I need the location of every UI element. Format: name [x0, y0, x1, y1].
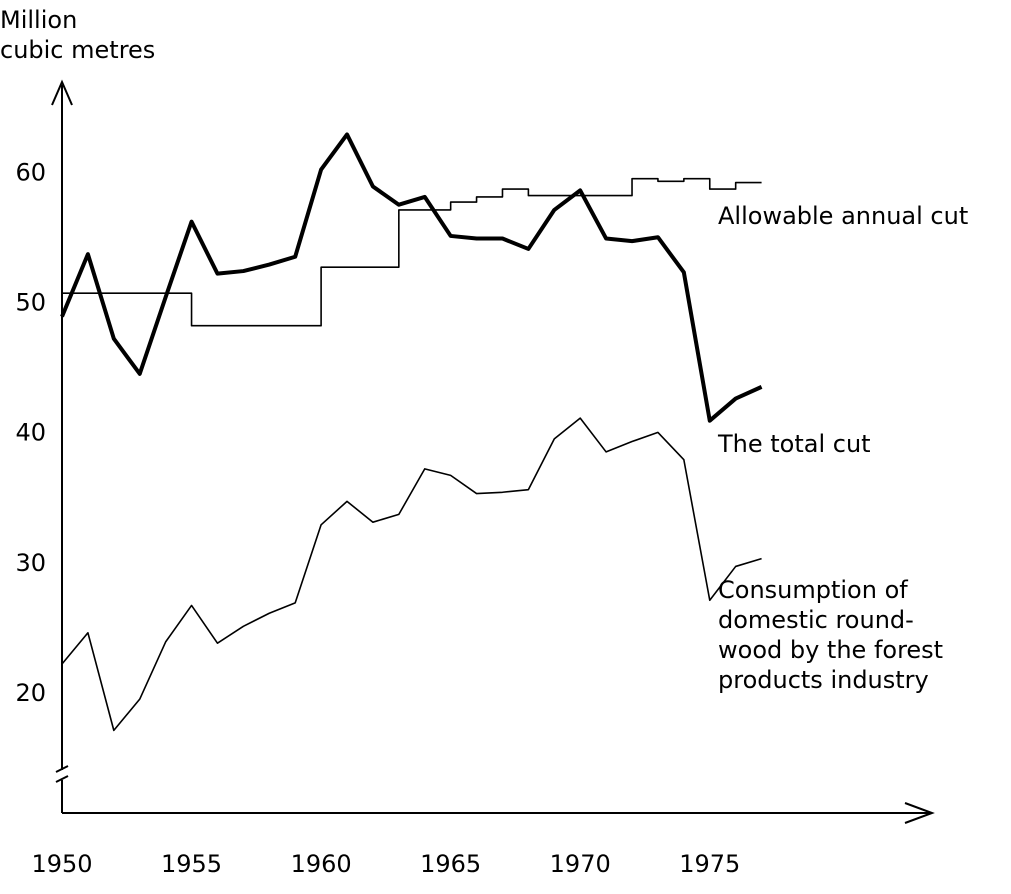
axis-break — [55, 765, 69, 773]
x-tick-label: 1975 — [679, 850, 740, 878]
series-label: products industry — [718, 666, 929, 694]
y-axis-arrow — [51, 79, 73, 106]
series-line — [61, 417, 762, 732]
series-label: Allowable annual cut — [718, 202, 968, 230]
x-tick-label: 1960 — [291, 850, 352, 878]
series-label: wood by the forest — [718, 636, 943, 664]
series-line — [62, 177, 762, 327]
series-label: Consumption of — [718, 576, 908, 604]
y-axis-label: Million — [0, 6, 77, 34]
y-tick-label: 40 — [15, 419, 46, 447]
x-tick-label: 1970 — [550, 850, 611, 878]
y-tick-label: 30 — [15, 549, 46, 577]
x-tick-label: 1965 — [420, 850, 481, 878]
x-axis-arrow — [904, 802, 935, 824]
y-axis-label: cubic metres — [0, 36, 155, 64]
series-line — [60, 132, 763, 423]
x-tick-label: 1950 — [31, 850, 92, 878]
y-tick-label: 60 — [15, 158, 46, 186]
series-label: domestic round- — [718, 606, 914, 634]
axes — [51, 79, 935, 824]
y-tick-label: 50 — [15, 289, 46, 317]
x-tick-label: 1955 — [161, 850, 222, 878]
y-tick-label: 20 — [15, 679, 46, 707]
axis-break — [55, 775, 69, 783]
series-label: The total cut — [717, 430, 871, 458]
